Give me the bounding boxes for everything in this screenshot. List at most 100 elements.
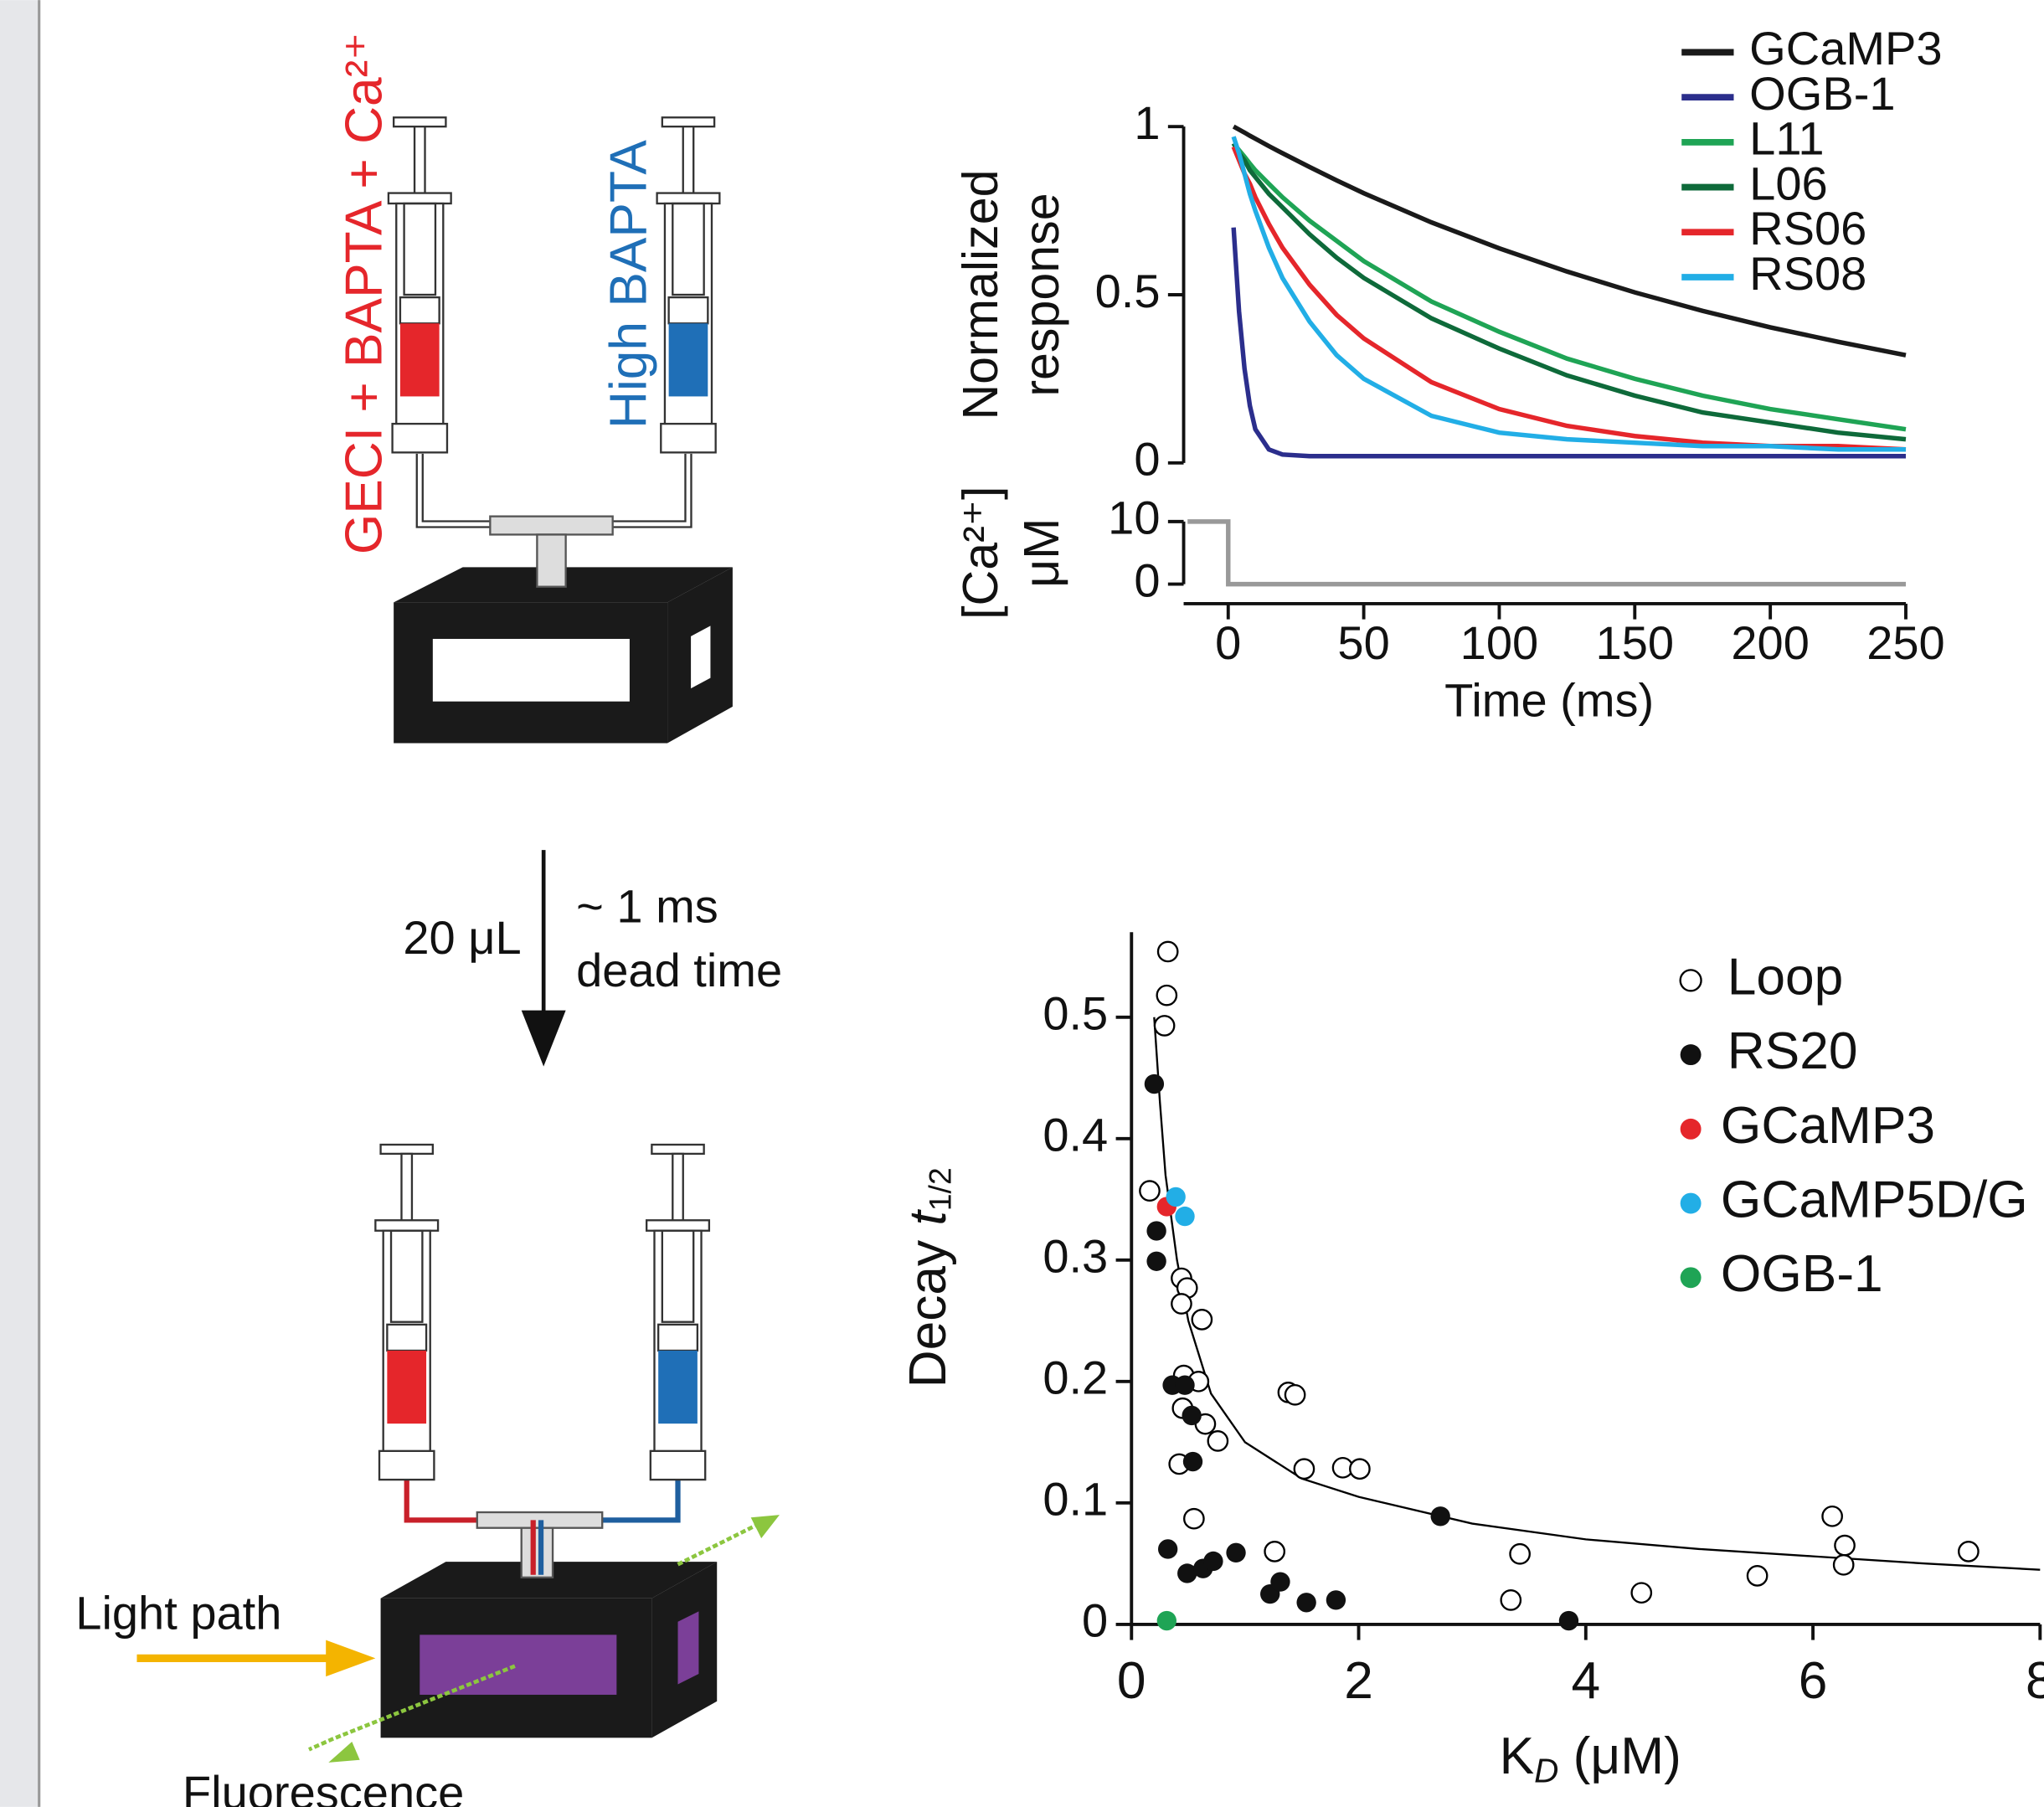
x-axis-label-part: D [1534, 1751, 1558, 1789]
legend-label: OGB-1 [1749, 67, 1895, 120]
data-point [1630, 1582, 1653, 1604]
plunger-cap [651, 1143, 705, 1156]
tube [610, 453, 692, 528]
flange [645, 1219, 711, 1232]
fluorescence-label: Fluorescence [183, 1766, 464, 1807]
solution [399, 323, 440, 397]
y-tick-label: 1 [1134, 96, 1160, 149]
trace [1187, 519, 1906, 587]
nozzle [378, 1449, 435, 1481]
trace [1231, 142, 1907, 442]
data-point [1175, 1375, 1195, 1395]
y-axis-label-part: Decay [900, 1226, 958, 1388]
data-point [1293, 1458, 1315, 1480]
data-point [1264, 1541, 1286, 1562]
barrel-inner [672, 202, 705, 296]
emission-head [328, 1741, 360, 1763]
legend-marker [1679, 969, 1702, 992]
x-tick-label: 8 [2026, 1652, 2044, 1710]
y-tick-label: 0.4 [1043, 1109, 1108, 1161]
box-top [380, 1562, 718, 1598]
tee-stem [520, 1526, 554, 1579]
x-tick-label: 2 [1344, 1652, 1373, 1710]
data-point [1156, 940, 1179, 963]
data-point [1153, 1015, 1176, 1037]
data-point [1146, 1251, 1166, 1271]
legend-marker [1680, 1044, 1702, 1066]
y-tick-label: 0 [1082, 1594, 1108, 1647]
legend-label: L06 [1749, 157, 1828, 209]
window [432, 638, 630, 702]
data-point [1203, 1551, 1223, 1572]
data-point [1191, 1309, 1213, 1331]
plunger-seal [667, 296, 709, 325]
dead-time-label: dead time [576, 944, 782, 996]
data-point [1821, 1505, 1843, 1527]
apparatus [136, 453, 780, 1763]
x-tick-label: 150 [1596, 616, 1675, 669]
nozzle [649, 1449, 707, 1481]
data-point [1175, 1206, 1195, 1227]
side-strip [0, 0, 39, 1807]
cuvette-side [677, 1611, 699, 1685]
data-point [1182, 1405, 1202, 1426]
tee-stem [536, 533, 567, 588]
trace [1232, 142, 1907, 432]
barrel-inner [403, 202, 437, 296]
legend-label: L11 [1749, 112, 1824, 165]
light-arrow-head [326, 1640, 376, 1677]
legend-label: RS06 [1749, 202, 1866, 255]
tube [610, 453, 691, 527]
trace [1232, 124, 1907, 358]
data-point [1349, 1458, 1371, 1480]
flange [656, 192, 721, 205]
legend-label: RS08 [1749, 247, 1866, 300]
y-axis-label: μM [1013, 518, 1069, 588]
legend-label: GCaMP3 [1749, 22, 1942, 75]
data-point [1326, 1590, 1346, 1610]
y-tick-label: 0.2 [1043, 1351, 1108, 1404]
solution [658, 1350, 698, 1424]
plunger-seal [386, 1323, 428, 1352]
x-tick-label: 6 [1799, 1652, 1828, 1710]
plunger-seal [656, 1323, 699, 1352]
trace [1231, 136, 1906, 452]
data-point [1146, 1221, 1166, 1241]
y-axis-label: Normalized [952, 169, 1008, 420]
data-point [1156, 984, 1178, 1006]
y-axis-label: Decay t1/2 [900, 1167, 958, 1387]
legend-label: Loop [1727, 948, 1844, 1006]
tube [415, 453, 496, 528]
arrow-head [521, 1010, 566, 1067]
data-point [1183, 1507, 1205, 1530]
x-axis-label: KD (μM) [1500, 1727, 1681, 1789]
barrel-inner [661, 1229, 695, 1323]
syringe-label: GECI + BAPTA + Ca²⁺ [335, 33, 393, 554]
plunger-cap [379, 1143, 435, 1156]
volume-label: 20 μL [403, 911, 521, 964]
x-tick-label: 250 [1866, 616, 1945, 669]
x-axis-label: Time (ms) [1444, 674, 1654, 727]
y-axis-label: response [1013, 193, 1069, 396]
nozzle [391, 422, 449, 454]
plunger-seal [399, 296, 440, 325]
legend-marker [1680, 1267, 1702, 1289]
flange [374, 1219, 440, 1232]
legend-label: GCaMP5D/G [1721, 1171, 2028, 1229]
dead-time-label: ~ 1 ms [576, 880, 718, 933]
emission-head [750, 1515, 780, 1539]
y-tick-label: 0.3 [1043, 1230, 1108, 1283]
data-point [1284, 1383, 1306, 1406]
data-point [1207, 1430, 1229, 1452]
y-tick-label: 0 [1134, 553, 1160, 606]
solution [668, 323, 708, 397]
tee [489, 515, 614, 536]
data-point [1500, 1589, 1522, 1611]
data-point [1834, 1534, 1856, 1557]
data-point [1144, 1073, 1165, 1094]
y-tick-label: 0 [1134, 433, 1160, 486]
nozzle [660, 422, 717, 454]
legend-marker [1680, 1192, 1702, 1214]
trace [1231, 227, 1906, 459]
y-axis-label-part: 1/2 [922, 1167, 957, 1211]
